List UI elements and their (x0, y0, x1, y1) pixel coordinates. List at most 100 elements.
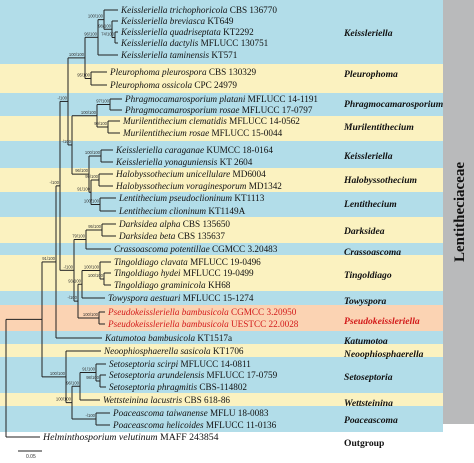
taxon-label: Lentithecium clioninum KT1149A (118, 206, 246, 216)
tree-branches (5, 9, 122, 438)
taxon-labels: Keissleriella trichophoricola CBS 136770… (42, 5, 318, 443)
support-value: 95/100 (77, 73, 90, 78)
taxon-label: Pseudokeissleriella bambusicola CGMCC 3.… (107, 307, 297, 317)
clade-label: Phragmocamarosporium (344, 99, 443, 110)
support-value: 100/100 (85, 150, 101, 155)
taxon-label: Crassoascoma potentillae CGMCC 3.20483 (114, 244, 278, 254)
support-value: 74/100 (101, 32, 114, 37)
support-value: 91/100 (42, 256, 55, 261)
support-value: 100/100 (84, 199, 100, 204)
taxon-label: Katumotoa bambusicola KT1517a (104, 333, 232, 343)
taxon-label: Poaceascoma helicoides MFLUCC 11-0136 (112, 420, 277, 430)
support-value: -/100 (67, 295, 77, 300)
taxon-label: Helminthosporium velutinum MAFF 243854 (42, 432, 219, 443)
support-value: -/100 (63, 264, 73, 269)
clade-band (0, 305, 443, 331)
support-value: -/100 (61, 139, 71, 144)
clade-label: Lentithecium (343, 199, 397, 210)
taxon-label: Lentithecium pseudoclioninum KT1113 (118, 193, 265, 203)
clade-label: Poaceascoma (344, 415, 398, 426)
family-label: Lentitheciaceae (452, 162, 468, 262)
taxon-label: Darksidea alpha CBS 135650 (118, 219, 230, 229)
support-value: 100/100 (50, 371, 66, 376)
support-value: 93/100 (68, 278, 81, 283)
support-value: 100/100 (88, 14, 104, 19)
clade-label: Murilentithecium (343, 122, 414, 133)
taxon-label: Pseudokeissleriella bambusicola UESTCC 2… (107, 319, 299, 329)
taxon-label: Neoophiosphaerella sasicola KT1706 (103, 346, 244, 356)
taxon-label: Towyspora aestuari MFLUCC 15-1274 (108, 293, 254, 303)
support-value: 95/100 (88, 224, 101, 229)
clade-label: Towyspora (344, 296, 386, 307)
taxon-label: Halobyssothecium voraginesporum MD1342 (115, 181, 282, 191)
taxon-label: Setoseptoria phragmitis CBS-114802 (109, 382, 247, 392)
family-bar (443, 0, 474, 424)
clade-label: Katumotoa (343, 336, 388, 347)
taxon-label: Halobyssothecium unicellulare MD6004 (115, 169, 266, 179)
support-value: 96/100 (75, 168, 88, 173)
support-value: 100/100 (83, 312, 99, 317)
support-value: -/100 (49, 180, 59, 185)
support-value: 79/100 (72, 234, 85, 239)
clade-label: Wettsteinina (344, 398, 393, 409)
support-value: 96/100 (66, 380, 79, 385)
clade-band (0, 0, 443, 64)
clade-label: Pseudokeissleriella (344, 316, 420, 327)
clade-band (0, 291, 443, 305)
clade-label: Keissleriella (343, 151, 393, 162)
taxon-label: Murilentithecium clematidis MFLUCC 14-05… (122, 116, 300, 126)
clade-band (0, 393, 443, 406)
clade-band (0, 243, 443, 255)
clade-labels: Keissleriella Pleurophoma Phragmocamarospo… (343, 28, 443, 426)
taxon-label: Keissleriella taminensis KT571 (120, 50, 238, 60)
clade-label: Tingoldiago (344, 270, 392, 281)
support-value: 98/100 (98, 23, 111, 28)
clade-band (0, 141, 443, 168)
taxon-label: Murilentithecium rosae MFLUCC 15-0044 (122, 128, 283, 138)
clade-band (0, 116, 443, 141)
support-value: 91/100 (82, 367, 95, 372)
taxon-label: Poaceascoma taiwanense MFLU 18-0083 (112, 408, 269, 418)
taxon-label: Keissleriella dactylis MFLUCC 130751 (120, 38, 269, 48)
taxon-label: Pleurophoma ossicola CPC 24979 (109, 80, 237, 90)
support-values: 74/10098/100100/10096/10095/100100/10097… (42, 14, 114, 418)
support-value: 99/100 (85, 174, 98, 179)
support-value: 96/100 (84, 31, 97, 36)
taxon-label: Phragmocamarosporium rosae MFLUCC 17-079… (124, 105, 313, 115)
clade-label: Crassoascoma (344, 247, 401, 258)
taxon-label: Keissleriella yonaguniensis KT 2604 (115, 157, 253, 167)
clade-label: Setoseptoria (344, 372, 393, 383)
taxon-label: Keissleriella trichophoricola CBS 136770 (120, 5, 277, 15)
support-value: 98/100 (86, 375, 99, 380)
support-value: 100/100 (69, 52, 85, 57)
clade-band (0, 64, 443, 93)
taxon-label: Keissleriella caraganae KUMCC 18-0164 (115, 145, 273, 155)
clade-band (0, 357, 443, 393)
taxon-label: Keissleriella quadriseptata KT2292 (120, 27, 254, 37)
support-value: 97/100 (96, 99, 109, 104)
taxon-label: Setoseptoria arundelensis MFLUCC 17-0759 (109, 370, 278, 380)
taxon-label: Tingoldiago graminicola KH68 (114, 280, 231, 290)
clade-label: Darksidea (343, 226, 385, 237)
support-value: 91/100 (77, 186, 90, 191)
outgroup-label: Outgroup (344, 438, 384, 449)
taxon-label: Darksidea beta CBS 135637 (118, 231, 225, 241)
clade-label: Halobyssothecium (343, 175, 417, 186)
scale-bar-label: 0.05 (26, 454, 36, 460)
clade-band (0, 331, 443, 344)
clade-band (0, 168, 443, 192)
taxon-label: Tingoldiago hydei MFLUCC 19-0499 (114, 268, 254, 278)
support-value: 100/100 (88, 273, 104, 278)
support-value: 100/100 (81, 110, 97, 115)
taxon-label: Keissleriella breviasca KT649 (120, 16, 234, 26)
clade-label: Neoophiosphaerella (343, 349, 424, 360)
support-value: 99/100 (94, 121, 107, 126)
taxon-label: Setoseptoria scirpi MFLUCC 14-0811 (109, 359, 251, 369)
support-value: -/100 (57, 95, 67, 100)
clade-label: Keissleriella (343, 28, 393, 39)
support-value: 100/100 (84, 265, 100, 270)
taxon-label: Phragmocamarosporium platani MFLUCC 14-1… (124, 94, 318, 104)
taxon-label: Tingoldiago clavata MFLUCC 19-0496 (114, 257, 261, 267)
